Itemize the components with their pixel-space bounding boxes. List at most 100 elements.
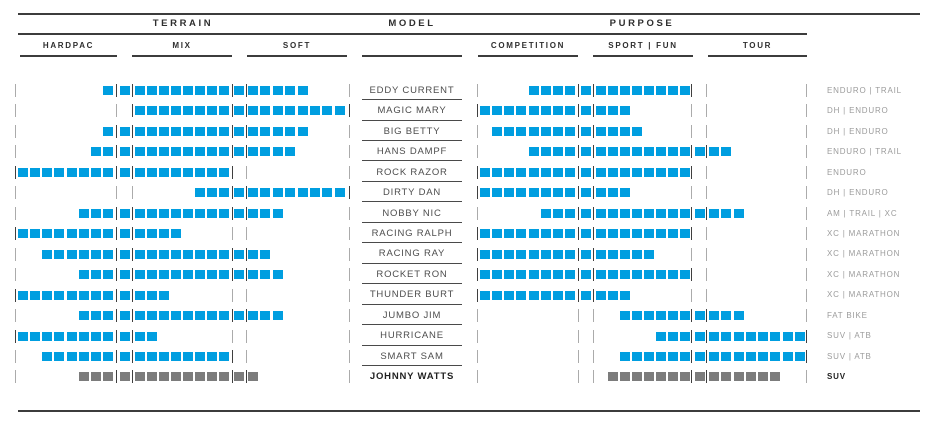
terrain-bar-segment	[170, 147, 181, 157]
terrain-bar-segment	[66, 290, 77, 300]
axis-tick	[577, 288, 579, 302]
row-rock-razor: ROCK RAZOR ENDURO	[0, 162, 937, 182]
terrain-bar-segment	[158, 290, 169, 300]
purpose-bar-segment	[694, 147, 705, 157]
purpose-bar-segment	[528, 290, 539, 300]
purpose-bar-segment	[631, 351, 642, 361]
axis-tick	[705, 186, 707, 200]
purpose-bar-segment	[552, 126, 563, 136]
purpose-bar-segment	[733, 351, 744, 361]
terrain-bar-segment	[248, 85, 258, 95]
terrain-bar-segment	[90, 147, 101, 157]
terrain-bar-segment	[119, 229, 130, 239]
terrain-bar-segment	[218, 106, 229, 116]
axis-tick	[231, 309, 233, 323]
purpose-bar-segment	[528, 147, 539, 157]
axis-tick	[577, 268, 579, 282]
axis-tick	[131, 104, 133, 118]
axis-tick	[131, 349, 133, 363]
terrain-bar-segment	[233, 106, 244, 116]
purpose-bar-segment	[580, 147, 591, 157]
purpose-bar-segment	[504, 106, 515, 116]
purpose-bar-segment	[492, 249, 503, 259]
purpose-bar-segment	[679, 147, 690, 157]
row-racing-ralph: RACING RALPH XC | MARATHON	[0, 224, 937, 244]
axis-tick	[577, 206, 579, 220]
row-hans-dampf: HANS DAMPF ENDURO | TRAIL	[0, 142, 937, 162]
axis-tick	[577, 227, 579, 241]
purpose-bar-segment	[794, 331, 805, 341]
terrain-bar-segment	[233, 372, 244, 382]
axis-tick	[577, 165, 579, 179]
axis-tick	[577, 247, 579, 261]
row-thunder-burt: THUNDER BURT XC | MARATHON	[0, 285, 937, 305]
axis-tick	[231, 124, 233, 138]
terrain-bar-segment	[194, 167, 205, 177]
row-smart-sam: SMART SAM SUV | ATB	[0, 346, 937, 367]
group-header-model: MODEL	[388, 18, 436, 29]
axis-tick	[691, 104, 692, 118]
purpose-bar-segment	[607, 188, 618, 198]
terrain-bar-segment	[272, 147, 283, 157]
purpose-bar-segment	[667, 311, 678, 321]
purpose-bar-segment	[516, 249, 527, 259]
underline-mix	[132, 55, 232, 57]
terrain-bar-segment	[90, 270, 101, 280]
axis-tick	[705, 206, 707, 220]
category-label: DH | ENDURO	[827, 126, 889, 136]
purpose-bar-segment	[679, 311, 690, 321]
terrain-bar-segment	[134, 85, 145, 95]
axis-tick	[231, 288, 233, 302]
terrain-bar-segment	[119, 311, 130, 321]
axis-tick	[577, 104, 579, 118]
purpose-bar-segment	[770, 372, 781, 382]
terrain-bar-segment	[90, 229, 101, 239]
terrain-bar-segment	[334, 188, 345, 198]
axis-tick	[691, 186, 692, 200]
purpose-bar-segment	[516, 290, 527, 300]
purpose-bar-segment	[595, 147, 606, 157]
purpose-bar-segment	[528, 249, 539, 259]
axis-tick	[15, 247, 16, 261]
terrain-bar-segment	[119, 249, 130, 259]
axis-tick	[116, 227, 117, 241]
terrain-bar-segment	[260, 85, 271, 95]
purpose-bar-segment	[667, 167, 678, 177]
axis-tick	[691, 329, 692, 343]
terrain-bar-segment	[146, 85, 157, 95]
terrain-bar-segment	[233, 311, 244, 321]
axis-tick	[349, 227, 350, 241]
col-header-sport-fun: SPORT | FUN	[608, 41, 678, 50]
purpose-bar-segment	[758, 351, 768, 361]
axis-tick	[131, 186, 133, 200]
purpose-bar-segment	[694, 208, 705, 218]
axis-tick	[131, 288, 133, 302]
terrain-bar-segment	[78, 351, 89, 361]
purpose-bar-segment	[655, 331, 666, 341]
model-label: HANS DAMPF	[376, 146, 448, 158]
terrain-bar-segment	[322, 106, 333, 116]
purpose-bar-segment	[631, 249, 642, 259]
axis-tick	[349, 83, 350, 97]
axis-tick	[245, 206, 247, 220]
purpose-bar-segment	[643, 229, 654, 239]
purpose-bar-segment	[679, 167, 690, 177]
purpose-bar-segment	[528, 229, 539, 239]
axis-tick	[15, 165, 16, 179]
terrain-bar-segment	[78, 331, 89, 341]
axis-tick	[349, 145, 350, 159]
col-header-competition: COMPETITION	[490, 41, 566, 50]
axis-tick	[245, 268, 247, 282]
axis-tick	[592, 104, 594, 118]
terrain-bar-segment	[18, 167, 28, 177]
terrain-bar-segment	[158, 208, 169, 218]
category-label: XC | MARATHON	[827, 269, 901, 279]
axis-tick	[592, 165, 594, 179]
terrain-bar-segment	[248, 249, 258, 259]
axis-tick	[806, 288, 807, 302]
purpose-bar-segment	[516, 106, 527, 116]
terrain-bar-segment	[146, 351, 157, 361]
purpose-bar-segment	[667, 331, 678, 341]
purpose-bar-segment	[631, 126, 642, 136]
axis-tick	[705, 370, 707, 384]
